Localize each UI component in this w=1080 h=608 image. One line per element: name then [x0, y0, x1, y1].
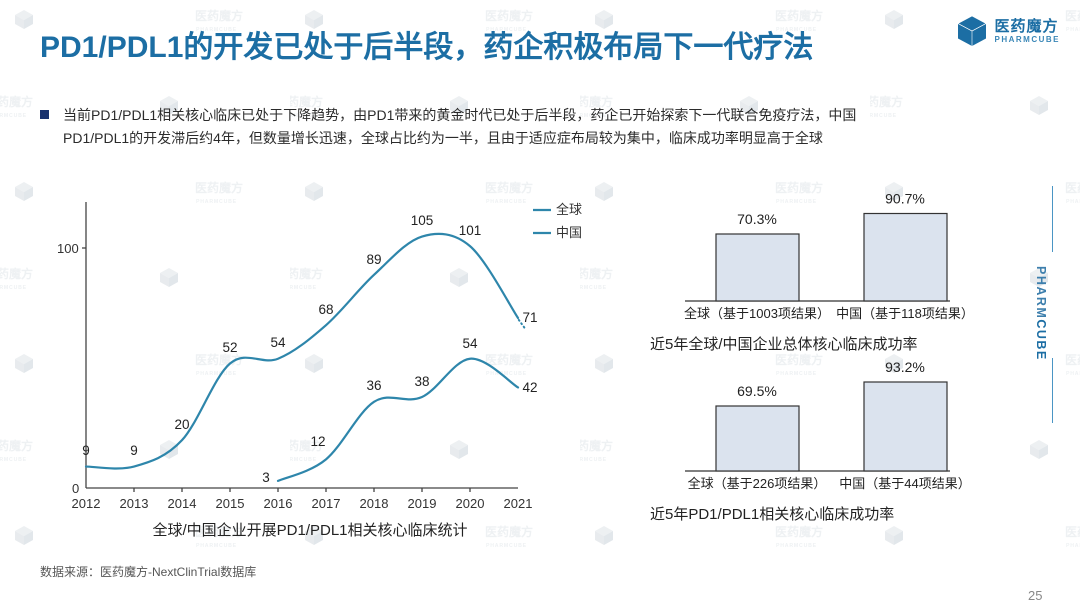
svg-text:2018: 2018 [360, 496, 389, 511]
svg-text:0: 0 [72, 481, 79, 496]
svg-text:105: 105 [411, 213, 434, 228]
svg-text:54: 54 [462, 336, 478, 351]
svg-text:9: 9 [130, 443, 138, 458]
svg-text:中国: 中国 [556, 225, 582, 240]
svg-text:69.5%: 69.5% [737, 383, 777, 399]
svg-text:89: 89 [366, 252, 381, 267]
svg-text:101: 101 [459, 223, 482, 238]
svg-text:93.2%: 93.2% [885, 360, 925, 375]
svg-text:2020: 2020 [456, 496, 485, 511]
svg-text:2017: 2017 [312, 496, 341, 511]
svg-text:2021: 2021 [504, 496, 533, 511]
svg-text:20: 20 [174, 417, 189, 432]
svg-text:9: 9 [82, 443, 90, 458]
svg-text:全球（基于1003项结果）: 全球（基于1003项结果） [684, 306, 830, 321]
svg-text:中国（基于44项结果）: 中国（基于44项结果） [839, 476, 970, 491]
svg-text:3: 3 [262, 470, 270, 485]
svg-text:2016: 2016 [264, 496, 293, 511]
svg-text:71: 71 [522, 310, 537, 325]
svg-text:2014: 2014 [168, 496, 197, 511]
svg-text:42: 42 [522, 380, 537, 395]
svg-text:38: 38 [414, 374, 429, 389]
svg-text:2019: 2019 [408, 496, 437, 511]
svg-text:2013: 2013 [120, 496, 149, 511]
svg-text:全球: 全球 [556, 202, 582, 217]
svg-text:100: 100 [57, 241, 79, 256]
svg-text:68: 68 [318, 302, 333, 317]
svg-text:90.7%: 90.7% [885, 191, 925, 207]
svg-text:36: 36 [366, 378, 381, 393]
svg-text:70.3%: 70.3% [737, 211, 777, 227]
svg-text:全球（基于226项结果）: 全球（基于226项结果） [688, 476, 827, 491]
svg-text:2012: 2012 [72, 496, 101, 511]
svg-text:2015: 2015 [216, 496, 245, 511]
svg-text:12: 12 [310, 434, 325, 449]
svg-text:中国（基于118项结果）: 中国（基于118项结果） [836, 306, 974, 321]
svg-text:54: 54 [270, 335, 286, 350]
svg-text:52: 52 [222, 340, 237, 355]
